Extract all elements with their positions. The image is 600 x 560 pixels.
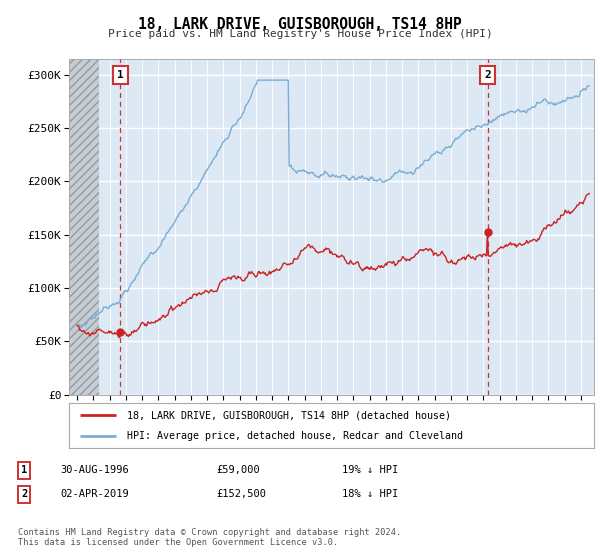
Text: 1: 1 (21, 465, 27, 475)
Text: 19% ↓ HPI: 19% ↓ HPI (342, 465, 398, 475)
Text: 18% ↓ HPI: 18% ↓ HPI (342, 489, 398, 500)
Text: 30-AUG-1996: 30-AUG-1996 (60, 465, 129, 475)
Text: HPI: Average price, detached house, Redcar and Cleveland: HPI: Average price, detached house, Redc… (127, 431, 463, 441)
Text: Contains HM Land Registry data © Crown copyright and database right 2024.
This d: Contains HM Land Registry data © Crown c… (18, 528, 401, 547)
Text: 2: 2 (484, 70, 491, 80)
Text: £59,000: £59,000 (216, 465, 260, 475)
Text: 18, LARK DRIVE, GUISBOROUGH, TS14 8HP (detached house): 18, LARK DRIVE, GUISBOROUGH, TS14 8HP (d… (127, 410, 451, 421)
Text: £152,500: £152,500 (216, 489, 266, 500)
Bar (69, 59, 99, 395)
Text: 02-APR-2019: 02-APR-2019 (60, 489, 129, 500)
Text: 18, LARK DRIVE, GUISBOROUGH, TS14 8HP: 18, LARK DRIVE, GUISBOROUGH, TS14 8HP (138, 17, 462, 32)
Text: 1: 1 (117, 70, 124, 80)
Text: 2: 2 (21, 489, 27, 500)
Text: Price paid vs. HM Land Registry's House Price Index (HPI): Price paid vs. HM Land Registry's House … (107, 29, 493, 39)
